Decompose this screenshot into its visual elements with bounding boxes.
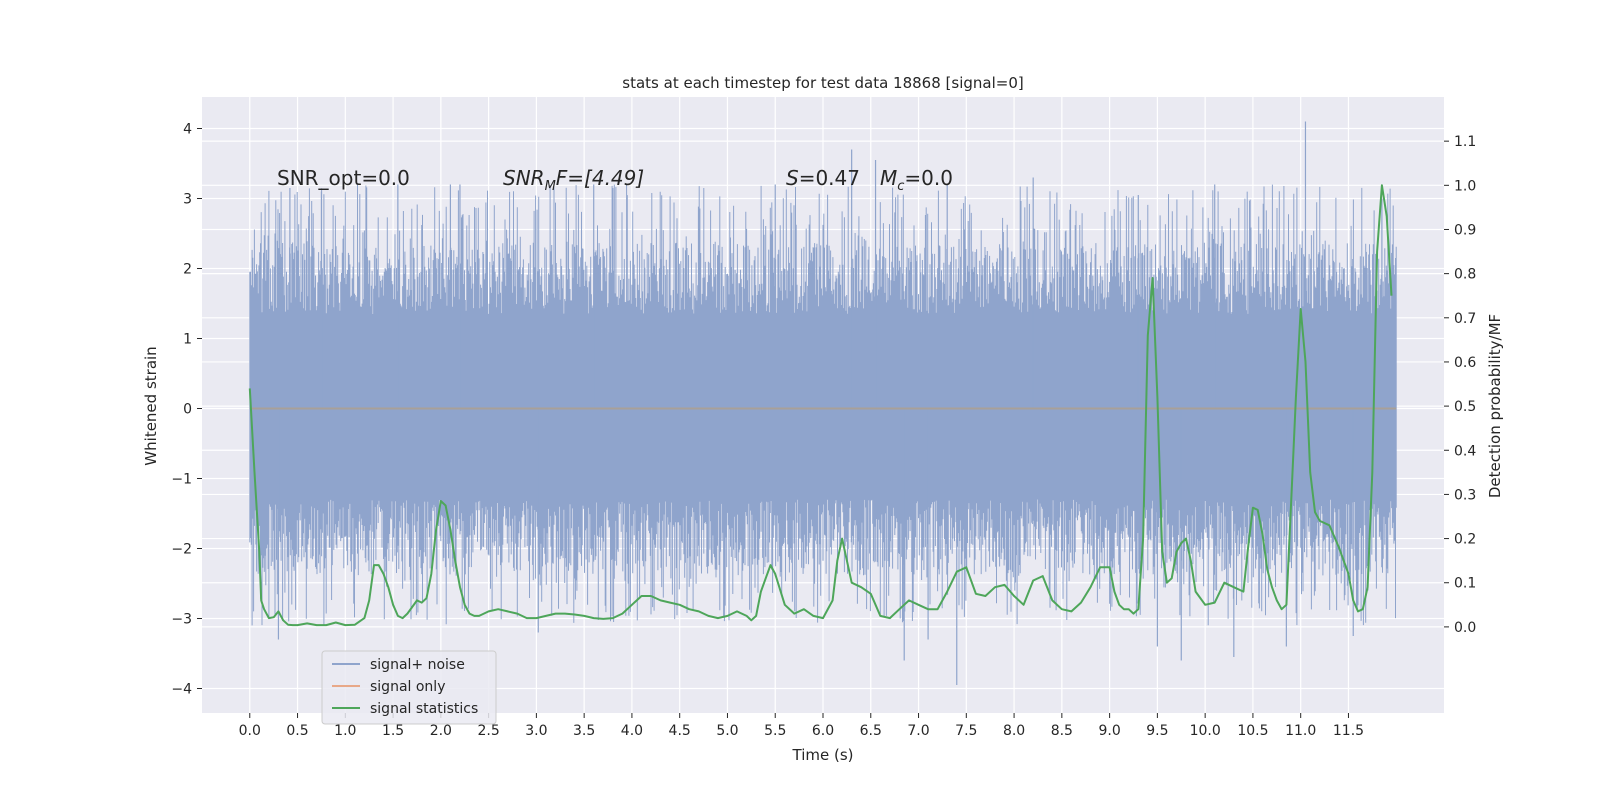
annotation-s: S=0.47 — [786, 166, 860, 190]
x-tick-label: 9.0 — [1098, 723, 1120, 739]
y-axis-ticks: −4 −3 −2 −1 0 1 2 3 4 — [171, 122, 202, 698]
chart-title: stats at each timestep for test data 188… — [622, 74, 1023, 92]
x-tick-label: 8.0 — [1003, 723, 1025, 739]
x-tick-label: 3.0 — [525, 723, 547, 739]
x-tick-label: 4.0 — [621, 723, 643, 739]
y2-tick-label: 0.1 — [1454, 576, 1476, 592]
y2-tick-label: 0.4 — [1454, 443, 1476, 459]
x-tick-label: 8.5 — [1051, 723, 1073, 739]
y2-tick-label: 0.9 — [1454, 222, 1476, 238]
y2-tick-label: 0.8 — [1454, 267, 1476, 283]
annotation-snr-opt: SNR_opt=0.0 — [277, 166, 410, 190]
y2-tick-label: 0.0 — [1454, 620, 1476, 636]
annotation-mc: Mc=0.0 — [880, 166, 953, 194]
x-tick-label: 7.5 — [955, 723, 977, 739]
x-tick-label: 1.5 — [382, 723, 404, 739]
x-tick-label: 11.5 — [1333, 723, 1364, 739]
series-signal-noise — [249, 121, 1397, 685]
x-tick-label: 5.5 — [764, 723, 786, 739]
y2-tick-label: 1.1 — [1454, 134, 1476, 150]
y2-tick-label: 1.0 — [1454, 178, 1476, 194]
x-tick-label: 5.0 — [716, 723, 738, 739]
x-tick-label: 3.5 — [573, 723, 595, 739]
y2-tick-label: 0.6 — [1454, 355, 1476, 371]
y-tick-label: −3 — [171, 612, 192, 628]
x-tick-label: 11.0 — [1285, 723, 1316, 739]
y-tick-label: 4 — [183, 122, 192, 138]
y-tick-label: 3 — [183, 192, 192, 208]
x-tick-label: 4.5 — [669, 723, 691, 739]
legend-box — [321, 650, 497, 725]
legend-label-signal-noise: signal+ noise — [370, 657, 465, 673]
y2-axis-title: Detection probability/MF — [1486, 314, 1504, 498]
y-tick-label: −1 — [171, 472, 192, 488]
y-tick-label: −2 — [171, 542, 192, 558]
x-tick-label: 9.5 — [1146, 723, 1168, 739]
y2-tick-label: 0.2 — [1454, 532, 1476, 548]
legend-label-signal-only: signal only — [370, 679, 445, 695]
y2-tick-label: 0.5 — [1454, 399, 1476, 415]
y2-axis-ticks: 0.0 0.1 0.2 0.3 0.4 0.5 0.6 0.7 0.8 0.9 1.0 1.1 — [1444, 134, 1476, 636]
y2-tick-label: 0.3 — [1454, 487, 1476, 503]
y-tick-label: 1 — [183, 332, 192, 348]
series-signal-statistics — [248, 184, 1393, 627]
x-axis-ticks: 0.0 0.5 1.0 1.5 2.0 2.5 3.0 3.5 4.0 4.5 5.0 5.5 6.0 6… — [239, 713, 1364, 739]
x-tick-label: 2.0 — [430, 723, 452, 739]
x-axis-title: Time (s) — [792, 746, 854, 764]
x-tick-label: 7.0 — [907, 723, 929, 739]
x-tick-label: 10.0 — [1190, 723, 1221, 739]
signal-noise-core — [249, 314, 1397, 500]
signal-statistics-line — [248, 184, 1393, 627]
y-axis-title: Whitened strain — [142, 346, 160, 465]
x-tick-label: 1.0 — [334, 723, 356, 739]
x-tick-label: 0.5 — [286, 723, 308, 739]
x-tick-label: 10.5 — [1237, 723, 1268, 739]
y2-tick-label: 0.7 — [1454, 311, 1476, 327]
x-tick-label: 2.5 — [477, 723, 499, 739]
y-tick-label: 0 — [183, 402, 192, 418]
annotation-snr-mf: SNRMF=[4.49] — [503, 166, 644, 194]
x-tick-label: 6.0 — [812, 723, 834, 739]
y-tick-label: −4 — [171, 682, 192, 698]
legend-label-signal-statistics: signal statistics — [370, 701, 478, 717]
x-tick-label: 6.5 — [860, 723, 882, 739]
legend: signal+ noise signal only signal statist… — [321, 650, 497, 725]
x-tick-label: 0.0 — [239, 723, 261, 739]
y-tick-label: 2 — [183, 262, 192, 278]
